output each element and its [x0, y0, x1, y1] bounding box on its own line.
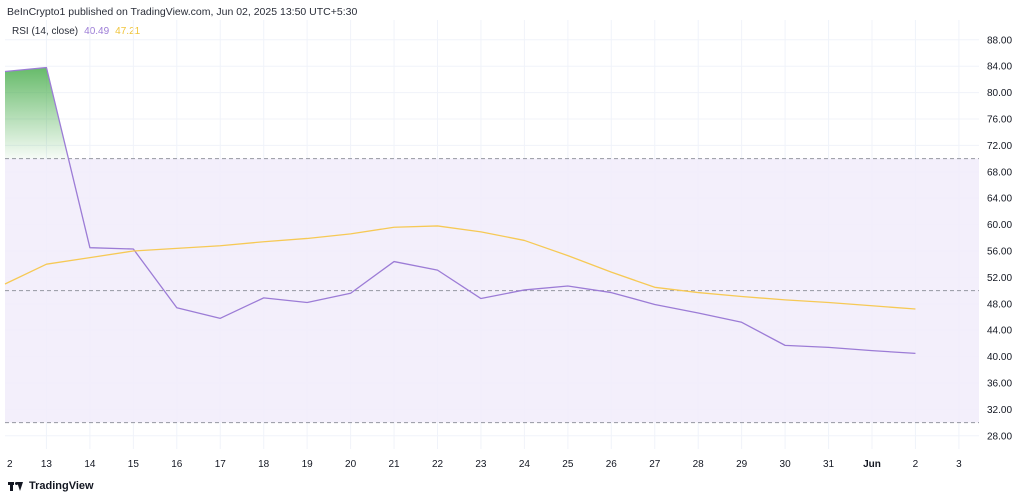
tradingview-logo-icon: [8, 481, 24, 491]
x-tick-label: 23: [475, 459, 487, 470]
tradingview-branding[interactable]: TradingView: [8, 480, 94, 492]
x-tick-label: 30: [780, 459, 792, 470]
x-tick-label: 16: [171, 459, 183, 470]
x-tick-label: 2: [7, 459, 13, 470]
x-tick-label: 3: [956, 459, 962, 470]
rsi-bands: [5, 67, 979, 424]
x-tick-label: 19: [302, 459, 314, 470]
x-tick-label: 18: [258, 459, 270, 470]
y-tick-label: 52.00: [987, 273, 1012, 284]
x-tick-label: 28: [693, 459, 705, 470]
x-tick-label: 15: [128, 459, 140, 470]
ma-line: [4, 225, 916, 310]
x-tick-label: 2: [913, 459, 919, 470]
x-tick-label: 13: [41, 459, 53, 470]
series-lines: [4, 66, 916, 355]
overbought-area: [5, 67, 69, 159]
x-tick-label: 14: [84, 459, 96, 470]
x-tick-label: 17: [215, 459, 227, 470]
y-tick-label: 68.00: [987, 167, 1012, 178]
x-tick-label: 22: [432, 459, 444, 470]
x-tick-label: 24: [519, 459, 531, 470]
x-tick-label: 20: [345, 459, 357, 470]
x-tick-label: 25: [562, 459, 574, 470]
x-tick-label: 27: [649, 459, 661, 470]
y-tick-label: 32.00: [987, 405, 1012, 416]
y-tick-label: 44.00: [987, 326, 1012, 337]
indicator-name[interactable]: RSI (14, close): [12, 26, 79, 37]
brand-name: TradingView: [29, 480, 94, 492]
rsi-line: [4, 66, 916, 355]
indicator-legend: RSI (14, close) 40.49 47.21: [12, 26, 140, 37]
x-axis[interactable]: 2 13 14 15 16 17 18 19 20 21 22 23 24 25 26 27 28 29 30 31 J…: [7, 459, 962, 470]
y-tick-label: 28.00: [987, 431, 1012, 442]
y-tick-label: 80.00: [987, 88, 1012, 99]
x-tick-label: 31: [823, 459, 835, 470]
rsi-current-value: 40.49: [84, 26, 110, 37]
y-tick-label: 60.00: [987, 220, 1012, 231]
x-tick-label: 26: [606, 459, 618, 470]
y-tick-label: 88.00: [987, 35, 1012, 46]
x-tick-label: 21: [388, 459, 400, 470]
x-tick-label: 29: [736, 459, 748, 470]
y-tick-label: 56.00: [987, 247, 1012, 258]
ma-current-value: 47.21: [115, 26, 141, 37]
x-tick-label: Jun: [863, 459, 881, 470]
y-tick-label: 84.00: [987, 62, 1012, 73]
y-axis[interactable]: 28.00 32.00 36.00 40.00 44.00 48.00 52.00 56.00…: [987, 35, 1012, 442]
y-tick-label: 40.00: [987, 352, 1012, 363]
y-tick-label: 76.00: [987, 115, 1012, 126]
y-tick-label: 72.00: [987, 141, 1012, 152]
publish-info: BeInCrypto1 published on TradingView.com…: [7, 6, 358, 18]
y-tick-label: 48.00: [987, 299, 1012, 310]
y-tick-label: 36.00: [987, 379, 1012, 390]
y-tick-label: 64.00: [987, 194, 1012, 205]
